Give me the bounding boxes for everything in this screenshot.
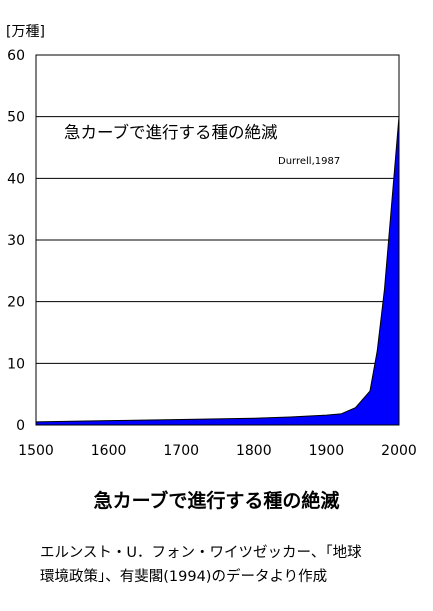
y-tick-label: 40 [7, 171, 25, 187]
y-axis-ticks: 0 10 20 30 40 50 60 [7, 48, 25, 434]
y-tick-label: 60 [7, 48, 25, 64]
figure-title: 急カーブで進行する種の絶滅 [93, 490, 340, 512]
area-fill [35, 116, 400, 426]
y-tick-label: 10 [7, 356, 25, 372]
source-line-1: エルンスト・U．フォン・ワイツゼッカー、「地球 [40, 545, 362, 561]
x-tick-label: 1800 [236, 443, 272, 459]
x-axis-ticks: 1500 1600 1700 1800 1900 2000 [18, 443, 417, 459]
y-tick-label: 30 [7, 233, 25, 249]
grid-lines [36, 116, 399, 364]
plot-frame [35, 54, 400, 426]
x-tick-label: 1900 [309, 443, 345, 459]
y-tick-label: 0 [16, 418, 25, 434]
source-line-2: 環境政策」、有斐閣(1994)のデータより作成 [40, 569, 328, 585]
y-tick-label: 20 [7, 295, 25, 311]
x-tick-label: 2000 [381, 443, 417, 459]
inner-title: 急カーブで進行する種の絶滅 [64, 122, 278, 142]
y-tick-label: 50 [7, 110, 25, 126]
chart: [万種] 0 10 20 30 40 50 60 1500 1600 1700 1800 1900 2… [6, 24, 417, 459]
x-tick-label: 1500 [18, 443, 54, 459]
x-tick-label: 1700 [163, 443, 199, 459]
x-tick-label: 1600 [91, 443, 127, 459]
area-series [35, 116, 400, 426]
inner-source: Durrell,1987 [278, 156, 340, 167]
y-unit-label: [万種] [6, 24, 45, 40]
